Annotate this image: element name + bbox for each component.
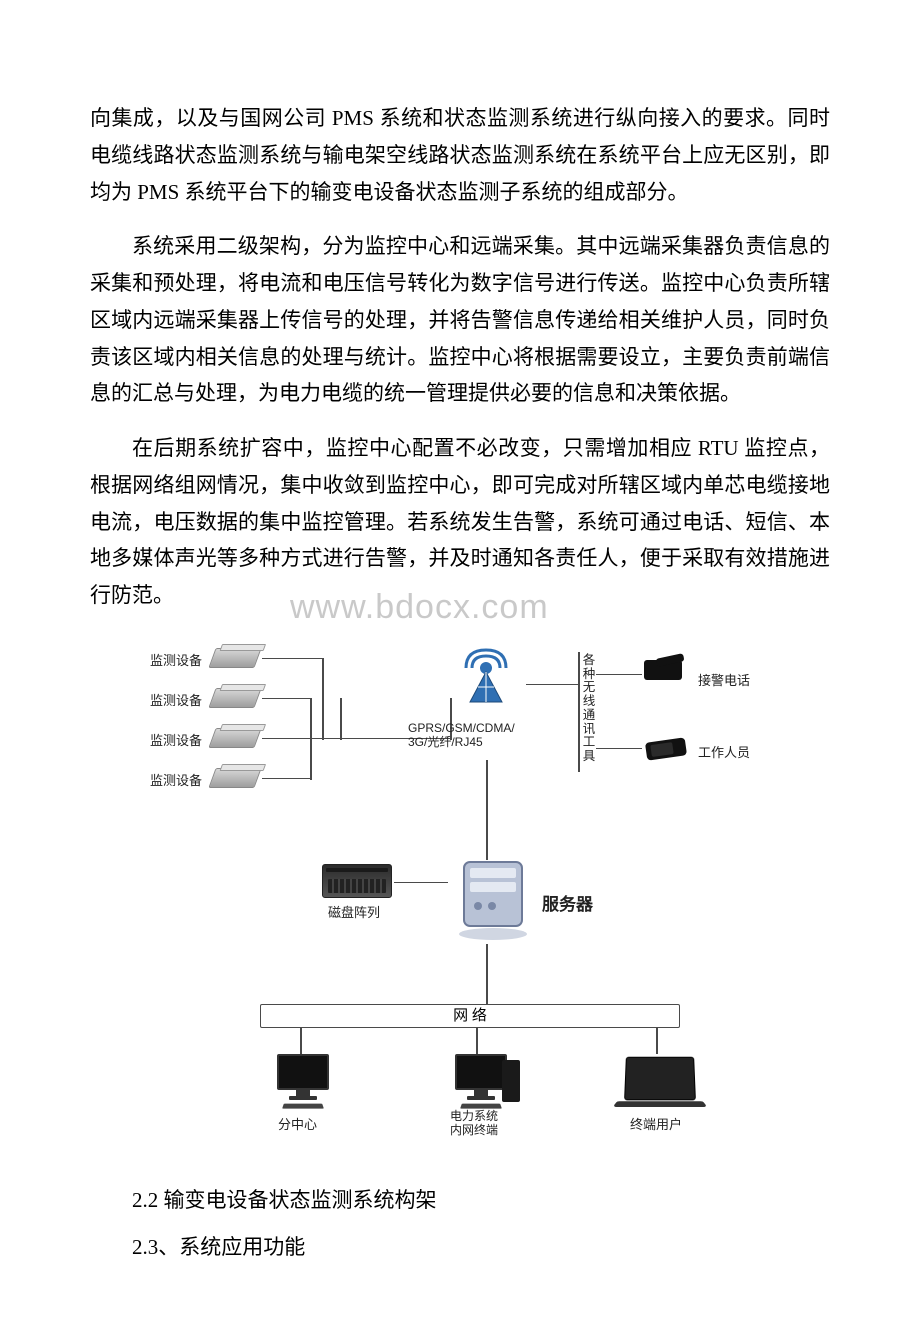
mobile-icon [645,737,687,760]
phone-icon [644,660,692,690]
antenna-label: GPRS/GSM/CDMA/ 3G/光纤/RJ45 [408,722,515,750]
edge [262,658,322,660]
edge [394,882,448,884]
paragraph-3: 在后期系统扩容中，监控中心配置不必改变，只需增加相应 RTU 监控点，根据网络组… [90,430,830,614]
edge [656,1028,658,1054]
edge [596,748,642,750]
device-icon-4 [208,768,261,788]
edge [262,778,310,780]
device-icon-3 [208,728,261,748]
edge [476,1028,478,1054]
edge [526,684,578,686]
node-label-dev3: 监测设备 [150,730,202,749]
edge [322,658,324,740]
node-label-staff: 工作人员 [698,742,750,761]
device-icon-2 [208,688,261,708]
node-label-server: 服务器 [542,890,593,915]
antenna-icon [446,636,526,706]
edge [300,1028,302,1054]
heading-2-2: 2.2 输变电设备状态监测系统构架 [90,1182,830,1219]
node-label-dev1: 监测设备 [150,650,202,669]
edge [578,652,580,772]
node-label-dev4: 监测设备 [150,770,202,789]
edge [262,738,340,740]
edge [340,698,342,740]
paragraph-1: 向集成，以及与国网公司 PMS 系统和状态监测系统进行纵向接入的要求。同时电缆线… [90,100,830,210]
edge [596,674,642,676]
device-icon-1 [208,648,261,668]
edge [310,698,312,780]
node-label-dev2: 监测设备 [150,690,202,709]
server-icon [448,854,538,944]
pc-icon-2 [436,1054,526,1109]
raid-icon [322,864,392,898]
node-label-raid: 磁盘阵列 [328,902,380,921]
node-label-phone: 接警电话 [698,670,750,689]
paragraph-2: 系统采用二级架构，分为监控中心和远端采集。其中远端采集器负责信息的采集和预处理，… [90,228,830,412]
node-label-laptop: 终端用户 [630,1114,682,1133]
heading-2-3: 2.3、系统应用功能 [90,1229,830,1266]
edge [486,944,488,1004]
wireless-tools-label: 各种无线通讯工具 [582,654,596,764]
network-diagram: 监测设备 监测设备 监测设备 监测设备 [150,632,750,1172]
network-bar: 网 络 [260,1004,680,1028]
edge [262,698,310,700]
node-label-pc2: 电力系统 内网终端 [450,1110,498,1138]
node-label-pc1: 分中心 [278,1114,317,1133]
diagram-container: www.bdocx.com 监测设备 监测设备 监测设备 监测设备 [150,632,750,1172]
laptop-icon [610,1056,710,1109]
pc-icon-1 [258,1054,348,1109]
edge [486,760,488,860]
